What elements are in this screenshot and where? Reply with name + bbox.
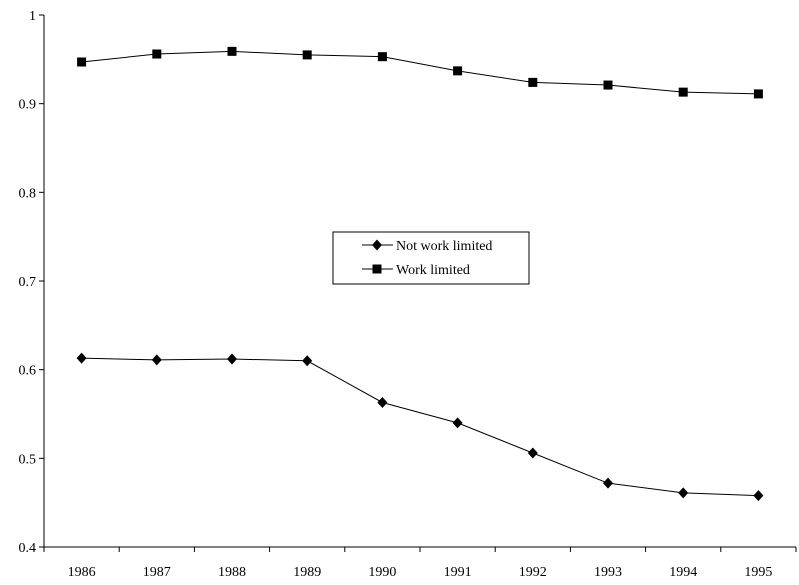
data-point [452,417,463,429]
series-line [81,50,759,95]
legend-marker [372,239,382,251]
data-point [227,46,237,56]
data-point [377,52,387,62]
data-point [151,354,162,366]
data-point [753,490,764,502]
series-line [81,357,759,497]
x-tick-label: 1993 [594,565,622,580]
data-point [76,352,87,364]
data-point [753,89,763,99]
x-tick-label: 1986 [68,565,96,580]
data-point [377,396,388,408]
y-tick-label: 0.9 [19,98,37,113]
series-work-limited [77,46,763,99]
series-layer [76,46,764,502]
y-tick-label: 0.4 [19,541,37,556]
data-point [227,353,237,365]
y-tick-label: 0.5 [19,452,37,467]
legend-label: Work limited [396,263,470,278]
legend-item: Not work limited [362,239,492,254]
data-point [678,87,688,97]
y-tick-label: 0.7 [19,275,37,290]
x-tick-label: 1991 [444,565,472,580]
data-point [603,80,613,90]
x-tick-label: 1987 [143,565,171,580]
legend-box [332,231,530,285]
data-point [527,447,538,459]
y-tick-label: 0.6 [19,364,37,379]
x-tick-label: 1995 [744,565,772,580]
x-tick-label: 1988 [218,565,246,580]
data-point [152,49,162,59]
data-point [77,57,87,67]
legend-item: Work limited [362,263,470,278]
legend-label: Not work limited [396,239,492,254]
series-not-work-limited [76,352,764,502]
x-tick-label: 1989 [293,565,321,580]
data-point [528,77,538,87]
x-tick-label: 1990 [368,565,396,580]
data-point [678,487,689,499]
y-tick-label: 1 [29,9,36,24]
data-point [302,355,313,367]
data-point [302,50,312,60]
x-tick-label: 1992 [519,565,547,580]
data-point [603,477,613,489]
legend-marker [372,264,382,274]
x-tick-label: 1994 [669,565,697,580]
axes: 0.4 0.5 0.6 0.7 0.8 0.9 1 1986 1987 1988 1989 1990 1… [19,9,797,580]
data-point [453,66,463,76]
y-tick-label: 0.8 [19,186,37,201]
legend: Not work limited Work limited [332,231,530,285]
